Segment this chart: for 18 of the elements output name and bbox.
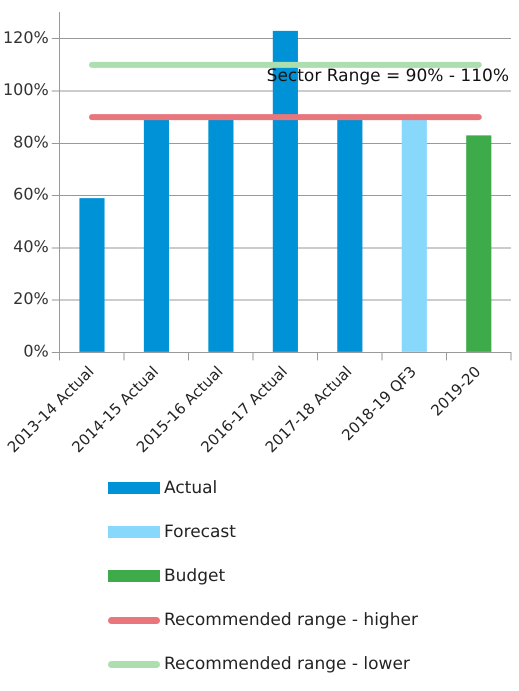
y-tick-label: 80% (13, 132, 49, 152)
legend-label: Forecast (164, 522, 236, 542)
y-tick-label: 120% (2, 28, 49, 47)
y-tick-label: 60% (13, 184, 49, 204)
legend-label: Actual (164, 478, 218, 498)
bar (144, 120, 170, 352)
y-tick-label: 40% (13, 236, 49, 256)
bar (466, 135, 492, 352)
legend-label: Budget (164, 566, 226, 586)
bar (402, 120, 427, 352)
legend-label: Recommended range - higher (164, 610, 418, 630)
y-tick-label: 100% (2, 80, 49, 100)
bar (208, 120, 234, 352)
legend-label: Recommended range - lower (164, 654, 410, 674)
bar (79, 198, 105, 352)
y-tick-label: 0% (23, 342, 49, 361)
bar (337, 120, 362, 352)
y-tick-label: 20% (13, 289, 49, 308)
